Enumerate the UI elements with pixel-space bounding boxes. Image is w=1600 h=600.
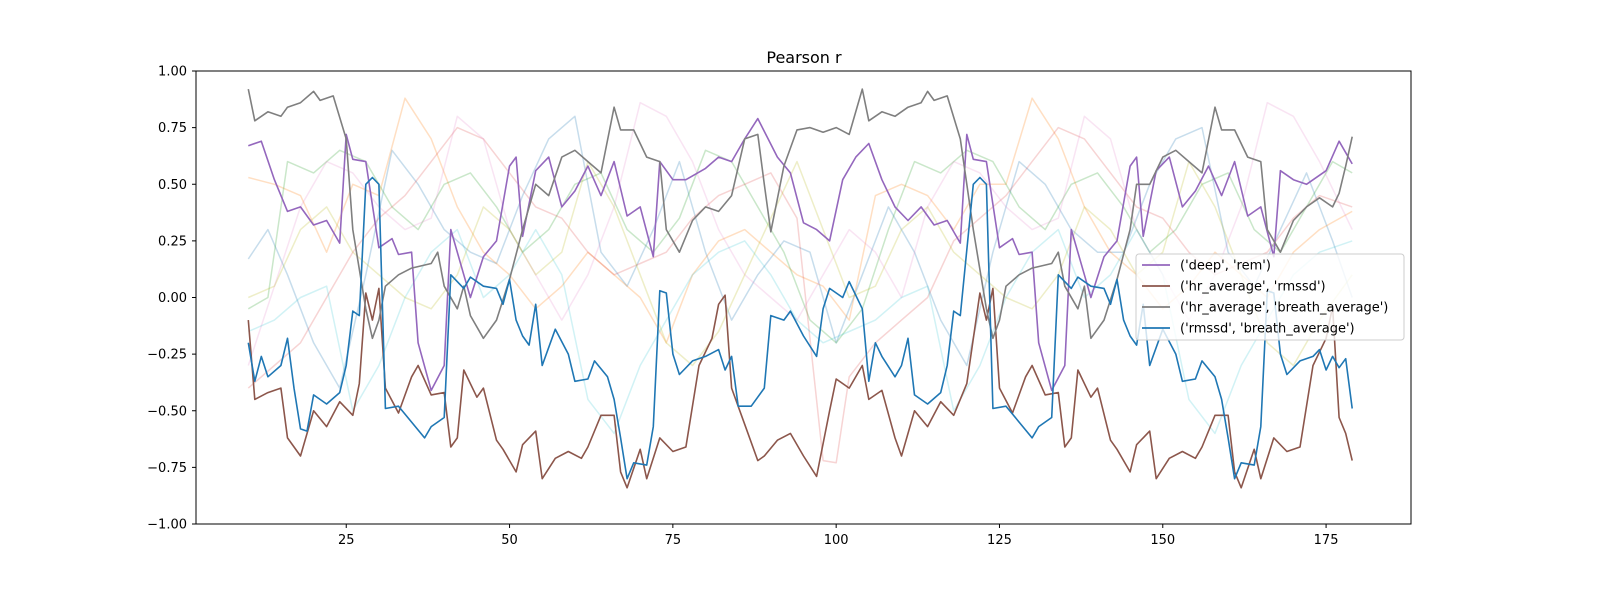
- y-tick-label: −1.00: [147, 518, 187, 533]
- background-series-line-7: [248, 160, 1353, 367]
- background-series-lines: [247, 97, 1353, 464]
- background-series-line-3: [247, 149, 1353, 344]
- chart-title: Pearson r: [766, 48, 842, 67]
- x-tick-label: 150: [1150, 533, 1175, 548]
- x-tick-label: 100: [824, 533, 849, 548]
- y-axis: −1.00 −0.75 −0.50 −0.25 0.00 0.25 0.50 0.75 1.00: [147, 65, 196, 533]
- x-tick-label: 75: [665, 533, 682, 548]
- x-tick-label: 25: [338, 533, 355, 548]
- y-tick-label: 0.25: [158, 234, 187, 249]
- legend: ('deep', 'rem') ('hr_average', 'rmssd') ('…: [1135, 253, 1405, 341]
- series-line-4: [247, 176, 1353, 480]
- x-tick-label: 50: [501, 533, 518, 548]
- legend-box: [1135, 253, 1405, 341]
- series-line-2: [247, 287, 1353, 489]
- y-tick-label: −0.50: [147, 404, 187, 419]
- highlighted-series-lines: [247, 88, 1353, 489]
- x-tick-label: 125: [987, 533, 1012, 548]
- legend-label-3: ('hr_average', 'breath_average'): [1180, 301, 1388, 316]
- background-series-line-4: [247, 126, 1353, 464]
- legend-label-1: ('deep', 'rem'): [1180, 259, 1271, 274]
- legend-label-2: ('hr_average', 'rmssd'): [1180, 280, 1326, 295]
- y-tick-label: 1.00: [158, 65, 187, 80]
- background-series-line-1: [247, 115, 1353, 389]
- x-axis: 25 50 75 100 125 150 175: [338, 524, 1339, 548]
- y-tick-label: 0.50: [158, 178, 187, 193]
- y-tick-label: −0.75: [147, 461, 187, 476]
- x-tick-label: 175: [1314, 533, 1339, 548]
- legend-label-4: ('rmssd', 'breath_average'): [1180, 322, 1355, 337]
- series-line-3: [247, 88, 1353, 340]
- y-tick-label: 0.75: [158, 121, 187, 136]
- y-tick-label: −0.25: [147, 348, 187, 363]
- y-tick-label: 0.00: [158, 291, 187, 306]
- series-line-1: [248, 117, 1353, 392]
